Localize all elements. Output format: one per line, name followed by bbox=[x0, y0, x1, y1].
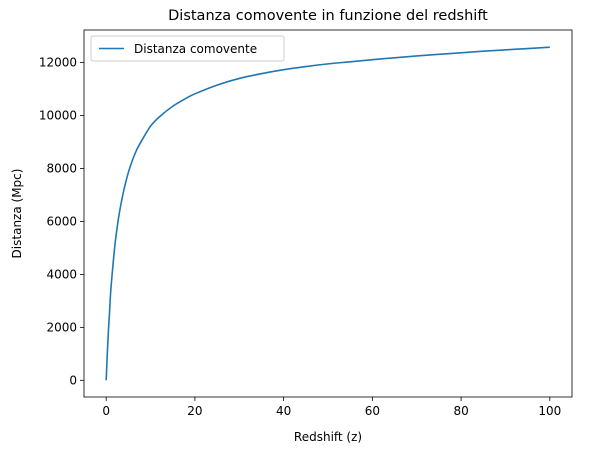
x-axis-label: Redshift (z) bbox=[294, 430, 362, 444]
chart-title: Distanza comovente in funzione del redsh… bbox=[168, 8, 488, 24]
x-tick-label: 80 bbox=[453, 404, 468, 418]
legend: Distanza comovente bbox=[90, 35, 285, 62]
y-tick-label: 8000 bbox=[46, 161, 77, 175]
x-tick-label: 20 bbox=[187, 404, 202, 418]
y-axis-label: Distanza (Mpc) bbox=[10, 169, 24, 259]
y-tick-label: 10000 bbox=[39, 109, 77, 123]
x-tick-label: 100 bbox=[538, 404, 561, 418]
y-tick-label: 12000 bbox=[39, 56, 77, 70]
y-tick-label: 0 bbox=[69, 373, 77, 387]
y-tick-label: 2000 bbox=[46, 320, 77, 334]
x-tick-label: 60 bbox=[365, 404, 380, 418]
legend-entry: Distanza comovente bbox=[134, 42, 257, 56]
x-tick-label: 40 bbox=[276, 404, 291, 418]
x-tick-label: 0 bbox=[102, 404, 110, 418]
y-tick-label: 6000 bbox=[46, 214, 77, 228]
y-tick-label: 4000 bbox=[46, 267, 77, 281]
x-axis: 0 20 40 60 80 100 bbox=[102, 397, 561, 418]
y-axis: 0 2000 4000 6000 8000 10000 12000 bbox=[39, 56, 84, 387]
legend-box bbox=[90, 35, 285, 62]
plot-area bbox=[83, 29, 573, 398]
series-line bbox=[105, 46, 550, 381]
